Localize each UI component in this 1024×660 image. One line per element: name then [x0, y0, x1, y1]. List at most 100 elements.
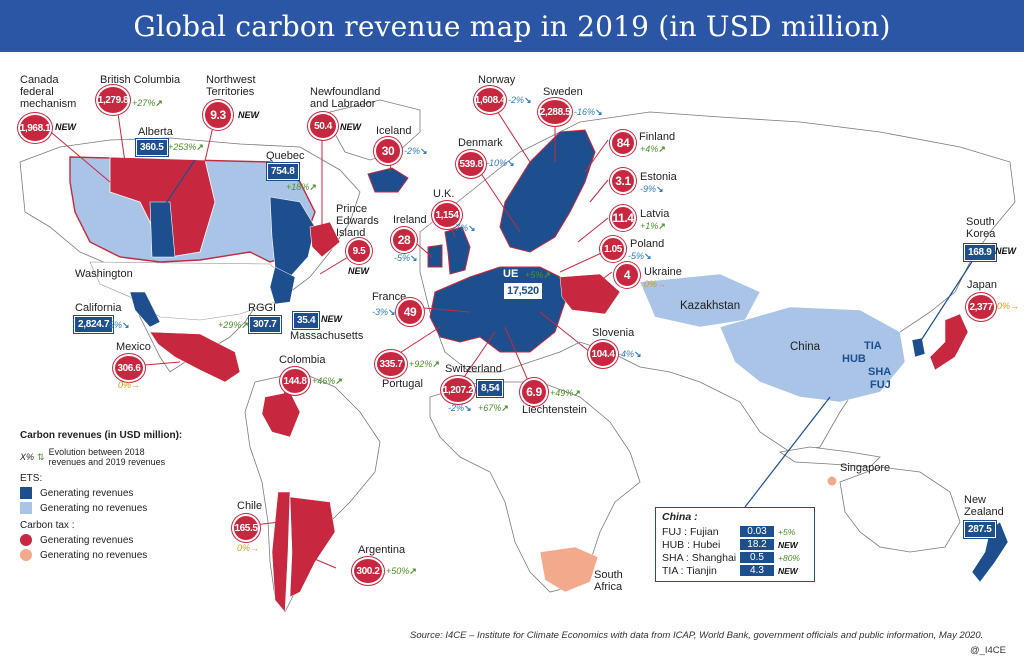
- new-tag-northwest: NEW: [238, 110, 259, 120]
- bubble-latvia: 11.4: [610, 205, 636, 231]
- change-slovenia-text: -4%: [618, 349, 635, 359]
- bubble-estonia: 3.1: [610, 168, 636, 194]
- change-japan: 0%→: [997, 301, 1020, 311]
- change-france: -3%↘: [372, 307, 396, 317]
- change-switzerland-tax: -2%↘: [448, 403, 472, 413]
- label-colombia: Colombia: [279, 354, 326, 366]
- label-uk: U.K.: [433, 188, 455, 200]
- south-korea-region: [911, 337, 926, 358]
- change-norway: -2%↘: [508, 95, 532, 105]
- uk-region: [444, 226, 471, 275]
- iceland-region: [367, 167, 409, 193]
- label-norway: Norway: [478, 74, 516, 86]
- china-row-value: 0.03: [740, 526, 774, 537]
- china-row-value: 18.2: [740, 539, 774, 550]
- quebec-region: [269, 196, 316, 278]
- singapore-dot: [826, 475, 838, 487]
- legend-tax-nogen: Generating no revenues: [20, 549, 220, 561]
- bubble-portugal: 335.7: [375, 350, 407, 378]
- change-finland-text: +4%: [640, 144, 659, 154]
- label-south-korea: South Korea: [966, 216, 996, 240]
- label-denmark: Denmark: [458, 137, 503, 149]
- label-pei: Prince Edwards Island: [336, 203, 379, 239]
- label-japan: Japan: [967, 279, 997, 291]
- china-row-change: +80%: [778, 552, 800, 563]
- change-sweden-text: -16%: [574, 107, 596, 117]
- label-south-africa: South Africa: [594, 569, 623, 593]
- label-newfoundland: Newfoundland and Labrador: [310, 86, 381, 110]
- change-alberta: +253%↗: [168, 142, 204, 152]
- change-latvia: +1%↗: [640, 221, 666, 231]
- change-denmark-text: -10%: [486, 158, 508, 168]
- change-california: -6%↘: [106, 320, 130, 330]
- label-ue: UE: [503, 268, 519, 280]
- legend-tax-nogen-dot: [20, 549, 32, 561]
- bubble-denmark: 539.8: [456, 150, 486, 178]
- box-alberta: 360.5: [136, 139, 168, 156]
- change-denmark: -10%↘: [486, 158, 515, 168]
- code-tia: TIA: [864, 340, 882, 352]
- label-china: China: [790, 341, 821, 353]
- label-portugal: Portugal: [382, 378, 423, 390]
- new-zealand-region: [971, 521, 1009, 583]
- code-hub: HUB: [842, 353, 866, 365]
- box-new-zealand: 287.5: [964, 521, 996, 538]
- label-singapore: Singapore: [840, 462, 891, 474]
- legend-ets-nogen-label: Generating no revenues: [40, 502, 148, 514]
- bubble-chile: 165.5: [232, 514, 260, 542]
- label-liechtenstein: Liechtenstein: [522, 404, 587, 416]
- bubble-iceland: 30: [374, 137, 402, 165]
- rggi-region: [269, 266, 296, 305]
- change-liechtenstein-text: +49%: [550, 388, 574, 398]
- legend-ets-head: ETS:: [20, 473, 43, 484]
- bubble-newfoundland: 50.4: [308, 112, 338, 140]
- bubble-argentina: 300.2: [352, 557, 384, 585]
- legend-ets-nogen-swatch: [20, 502, 32, 514]
- label-northwest: Northwest Territories: [206, 74, 256, 98]
- ireland-region: [427, 244, 443, 268]
- change-argentina: +50%↗: [386, 566, 417, 576]
- change-switzerland-ets-text: +67%: [478, 403, 502, 413]
- bubble-ukraine: 4: [614, 262, 640, 288]
- bubble-northwest: 9.3: [203, 100, 233, 130]
- china-row-name: TIA : Tianjin: [662, 564, 717, 577]
- source-note: Source: I4CE – Institute for Climate Eco…: [410, 630, 984, 641]
- bubble-norway: 1,608.4: [474, 86, 506, 114]
- box-ue: 17,520: [503, 282, 543, 300]
- china-row-value: 4.3: [740, 565, 774, 576]
- change-ukraine-text: 0%: [644, 279, 658, 289]
- change-ue: +5%↗: [525, 270, 551, 280]
- change-finland: +4%↗: [640, 144, 666, 154]
- indonesia-outline: [778, 446, 881, 468]
- bubble-british-columbia: 1,279.8: [96, 85, 130, 115]
- ukraine-region: [559, 273, 621, 315]
- label-british-columbia: British Columbia: [100, 74, 181, 86]
- legend-ets-gen-label: Generating revenues: [40, 487, 134, 499]
- bubble-france: 49: [396, 298, 424, 326]
- japan-region: [929, 313, 969, 371]
- new-tag-pei: NEW: [348, 266, 369, 276]
- change-estonia-text: -9%: [640, 184, 657, 194]
- label-alberta: Alberta: [138, 126, 173, 138]
- china-row-name: HUB : Hubei: [662, 538, 721, 551]
- label-ireland: Ireland: [393, 214, 427, 226]
- argentina-region: [289, 496, 336, 598]
- south-africa-region: [539, 546, 599, 593]
- change-ireland-text: -5%: [394, 253, 411, 263]
- label-kazakhstan: Kazakhstan: [680, 300, 741, 312]
- china-region: [719, 306, 906, 403]
- label-iceland: Iceland: [376, 125, 412, 137]
- legend-tax-gen-dot: [20, 534, 32, 546]
- bubble-poland: 1.05: [600, 236, 626, 262]
- bubble-slovenia: 104.4: [588, 340, 618, 368]
- change-switzerland-ets: +67%↗: [478, 403, 509, 413]
- change-ukraine: 0%→: [644, 279, 667, 289]
- bubble-pei: 9.5: [346, 238, 372, 264]
- change-ue-text: +5%: [525, 270, 544, 280]
- legend-evo-arrows-icon: ⇅: [37, 451, 45, 462]
- change-portugal-text: +92%: [409, 359, 433, 369]
- legend: Carbon revenues (in USD million): X% ⇅ E…: [20, 430, 220, 564]
- change-alberta-text: +253%: [168, 142, 197, 152]
- change-japan-text: 0%: [997, 301, 1011, 311]
- change-liechtenstein: +49%↗: [550, 388, 581, 398]
